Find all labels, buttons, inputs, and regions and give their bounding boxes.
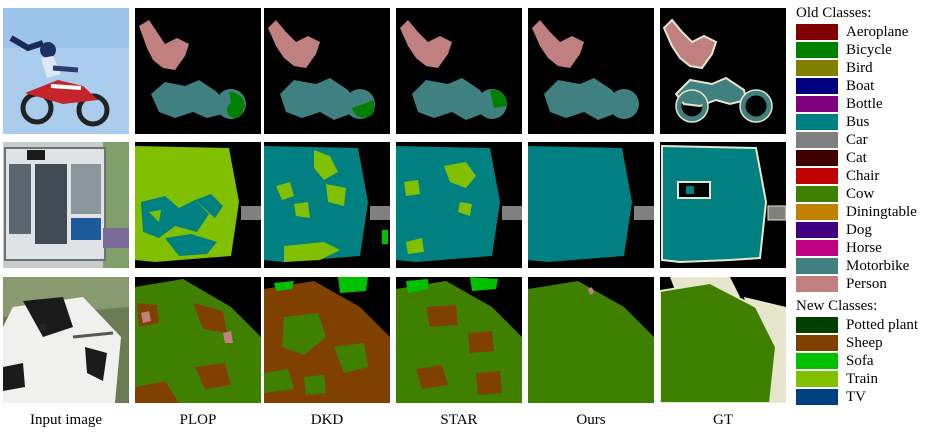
star-prediction-row2: [396, 142, 522, 268]
gt-mask-row1: [660, 8, 786, 134]
legend-swatch: [796, 353, 838, 369]
plop-prediction-row2: [135, 142, 261, 268]
legend-item-car: Car: [796, 131, 939, 149]
legend-item-cat: Cat: [796, 149, 939, 167]
dkd-prediction-row2: [264, 142, 390, 268]
legend-item-cow: Cow: [796, 185, 939, 203]
legend-swatch: [796, 240, 838, 256]
legend-swatch: [796, 276, 838, 292]
legend-swatch: [796, 60, 838, 76]
legend-swatch: [796, 96, 838, 112]
input-image-row1: [3, 8, 129, 134]
legend-label: Car: [846, 132, 868, 148]
legend-label: Diningtable: [846, 204, 917, 220]
legend-swatch: [796, 24, 838, 40]
legend-label: Bird: [846, 60, 873, 76]
legend-item-sofa: Sofa: [796, 352, 939, 370]
legend-swatch: [796, 204, 838, 220]
legend-label: Train: [846, 371, 878, 387]
ours-prediction-row1: [528, 8, 654, 134]
legend-item-bus: Bus: [796, 113, 939, 131]
legend-item-tv: TV: [796, 388, 939, 406]
legend-item-diningtable: Diningtable: [796, 203, 939, 221]
old-classes-title: Old Classes:: [796, 5, 872, 21]
legend-label: Bicycle: [846, 42, 892, 58]
legend-swatch: [796, 168, 838, 184]
legend-swatch: [796, 42, 838, 58]
legend-swatch: [796, 335, 838, 351]
legend-item-bottle: Bottle: [796, 95, 939, 113]
legend-item-bird: Bird: [796, 59, 939, 77]
legend-item-chair: Chair: [796, 167, 939, 185]
legend-label: Sheep: [846, 335, 883, 351]
class-legend: Old Classes: Aeroplane Bicycle Bird Boat Bot…: [796, 4, 939, 406]
ours-prediction-row3: [528, 277, 654, 403]
dkd-prediction-row1: [264, 8, 390, 134]
legend-swatch: [796, 371, 838, 387]
legend-swatch: [796, 132, 838, 148]
column-label-input: Input image: [29, 412, 103, 428]
legend-label: Potted plant: [846, 317, 919, 333]
legend-label: Boat: [846, 78, 875, 94]
legend-item-train: Train: [796, 370, 939, 388]
legend-item-sheep: Sheep: [796, 334, 939, 352]
legend-swatch: [796, 186, 838, 202]
comparison-grid: Input image PLOP DKD STAR Ours GT: [3, 8, 786, 428]
column-label-star: STAR: [440, 412, 478, 428]
gt-mask-row3: [660, 277, 786, 403]
column-label-ours: Ours: [576, 412, 606, 428]
star-prediction-row1: [396, 8, 522, 134]
plop-prediction-row3: [135, 277, 261, 403]
legend-item-potted-plant: Potted plant: [796, 316, 939, 334]
legend-label: Chair: [846, 168, 880, 184]
legend-swatch: [796, 222, 838, 238]
legend-item-boat: Boat: [796, 77, 939, 95]
column-label-plop: PLOP: [179, 412, 217, 428]
legend-label: Sofa: [846, 353, 874, 369]
legend-item-motorbike: Motorbike: [796, 257, 939, 275]
legend-swatch: [796, 114, 838, 130]
legend-label: Horse: [846, 240, 882, 256]
legend-label: Aeroplane: [846, 24, 909, 40]
legend-swatch: [796, 389, 838, 405]
old-classes-list: Aeroplane Bicycle Bird Boat Bottle Bus Car Cat C…: [796, 23, 939, 293]
gt-mask-row2: [660, 142, 786, 268]
legend-label: Bottle: [846, 96, 883, 112]
input-image-row2: [3, 142, 129, 268]
legend-swatch: [796, 317, 838, 333]
legend-item-horse: Horse: [796, 239, 939, 257]
legend-item-bicycle: Bicycle: [796, 41, 939, 59]
legend-label: Bus: [846, 114, 870, 130]
input-image-row3: [3, 277, 129, 403]
ours-prediction-row2: [528, 142, 654, 268]
dkd-prediction-row3: [264, 277, 390, 403]
legend-item-aeroplane: Aeroplane: [796, 23, 939, 41]
new-classes-title: New Classes:: [796, 298, 878, 314]
new-classes-list: Potted plant Sheep Sofa Train TV: [796, 316, 939, 406]
legend-item-person: Person: [796, 275, 939, 293]
star-prediction-row3: [396, 277, 522, 403]
legend-swatch: [796, 78, 838, 94]
legend-label: Motorbike: [846, 258, 910, 274]
column-label-dkd: DKD: [310, 412, 344, 428]
legend-item-dog: Dog: [796, 221, 939, 239]
column-label-gt: GT: [713, 412, 733, 428]
legend-label: Cat: [846, 150, 867, 166]
legend-swatch: [796, 258, 838, 274]
legend-label: Person: [846, 276, 887, 292]
plop-prediction-row1: [135, 8, 261, 134]
legend-label: TV: [846, 389, 866, 405]
legend-label: Cow: [846, 186, 875, 202]
legend-label: Dog: [846, 222, 872, 238]
legend-swatch: [796, 150, 838, 166]
